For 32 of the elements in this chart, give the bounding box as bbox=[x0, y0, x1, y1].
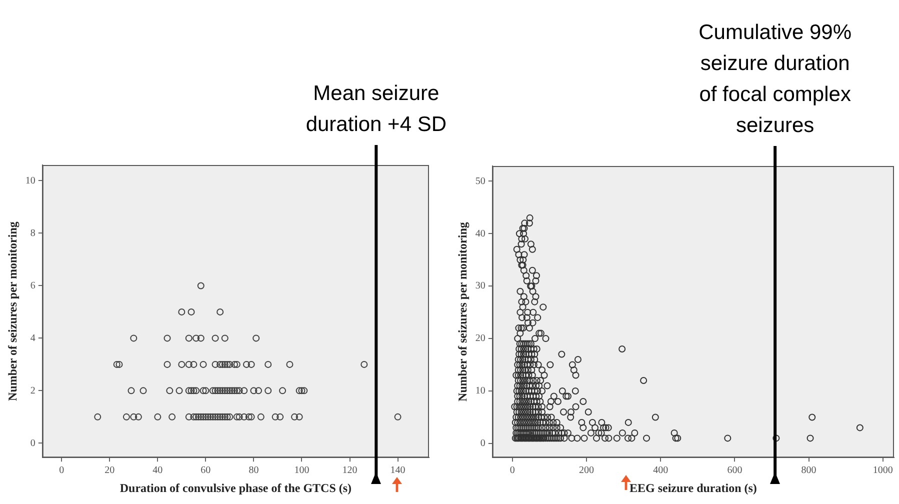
y-tick-label: 30 bbox=[475, 280, 486, 292]
y-tick-label: 20 bbox=[475, 333, 486, 344]
x-tick-label: 100 bbox=[294, 465, 310, 476]
y-tick-label: 0 bbox=[480, 438, 486, 450]
y-tick-label: 2 bbox=[30, 385, 36, 396]
x-tick-label: 20 bbox=[104, 465, 115, 476]
y-axis-title: Number of seizures per monitoring bbox=[5, 222, 20, 401]
x-tick-label: 1000 bbox=[872, 465, 893, 476]
y-axis-title: Number of seizures per monitoring bbox=[455, 222, 470, 402]
ref-line-label: Mean seizure duration +4 SD bbox=[306, 82, 447, 136]
y-tick-label: 10 bbox=[475, 386, 486, 397]
x-tick-label: 600 bbox=[727, 465, 742, 476]
y-tick-label: 4 bbox=[30, 332, 36, 344]
x-tick-label: 0 bbox=[510, 465, 515, 476]
y-tick-label: 10 bbox=[25, 175, 36, 186]
x-tick-label: 400 bbox=[653, 465, 668, 476]
x-axis-title: EEG seizure duration (s) bbox=[629, 480, 757, 495]
ref-line-label: Cumulative 99% seizure duration of focal complex seizures bbox=[698, 21, 852, 137]
y-tick-label: 50 bbox=[475, 176, 486, 187]
x-tick-label: 40 bbox=[152, 465, 163, 476]
y-tick-label: 6 bbox=[30, 280, 36, 292]
x-tick-label: 200 bbox=[579, 465, 594, 476]
x-axis-title: Duration of convulsive phase of the GTCS (s) bbox=[120, 480, 352, 495]
y-tick-label: 0 bbox=[30, 438, 36, 449]
y-tick-label: 40 bbox=[475, 228, 486, 240]
x-tick-label: 120 bbox=[342, 465, 358, 476]
x-tick-label: 140 bbox=[390, 465, 406, 476]
x-tick-label: 80 bbox=[248, 465, 259, 476]
x-tick-label: 800 bbox=[801, 465, 816, 476]
x-tick-label: 0 bbox=[59, 465, 64, 476]
x-tick-label: 60 bbox=[200, 465, 211, 476]
y-tick-label: 8 bbox=[30, 228, 36, 239]
